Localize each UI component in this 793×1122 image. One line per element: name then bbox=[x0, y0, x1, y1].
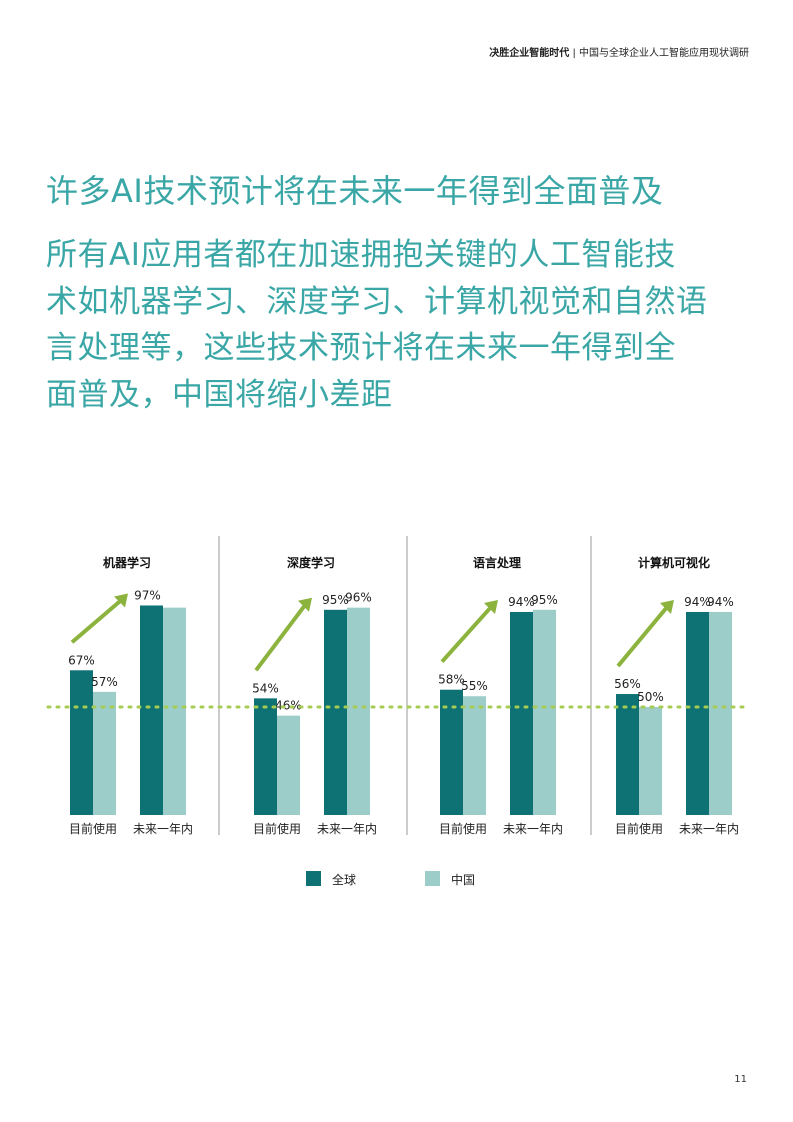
arrow-head-icon bbox=[114, 593, 128, 608]
bar-中国 bbox=[709, 611, 732, 815]
header-subtitle: 中国与全球企业人工智能应用现状调研 bbox=[579, 48, 749, 59]
category-label: 未来一年内 bbox=[133, 822, 193, 836]
bar-中国 bbox=[639, 707, 662, 815]
data-label: 54% bbox=[252, 681, 279, 695]
bar-全球 bbox=[140, 605, 163, 815]
subtitle-line: 所有AI应用者都在加速拥抱关键的人工智能技 bbox=[46, 237, 676, 273]
category-label: 目前使用 bbox=[69, 821, 117, 836]
bar-全球 bbox=[254, 698, 277, 815]
data-label: 55% bbox=[461, 679, 488, 693]
arrow-head-icon bbox=[484, 599, 498, 614]
arrow-head-icon bbox=[660, 599, 674, 614]
data-label: 56% bbox=[614, 677, 641, 691]
header-separator: | bbox=[572, 48, 576, 59]
bar-全球 bbox=[440, 689, 463, 815]
panel-title: 深度学习 bbox=[287, 555, 335, 570]
page-title: 许多AI技术预计将在未来一年得到全面普及 bbox=[46, 172, 664, 210]
data-label: 67% bbox=[68, 653, 95, 667]
bar-中国 bbox=[277, 715, 300, 815]
legend-swatch bbox=[306, 871, 321, 886]
legend-label: 中国 bbox=[451, 872, 475, 887]
data-label: 95% bbox=[531, 593, 558, 607]
bar-全球 bbox=[686, 611, 709, 815]
bar-中国 bbox=[347, 607, 370, 815]
bar-全球 bbox=[70, 670, 93, 815]
category-label: 未来一年内 bbox=[317, 822, 377, 836]
bar-中国 bbox=[463, 696, 486, 815]
data-label: 94% bbox=[684, 595, 711, 609]
data-label: 46% bbox=[275, 699, 302, 713]
page-subtitle: 所有AI应用者都在加速拥抱关键的人工智能技 术如机器学习、深度学习、计算机视觉和… bbox=[46, 232, 708, 418]
subtitle-line: 面普及，中国将缩小差距 bbox=[46, 376, 393, 413]
bar-全球 bbox=[510, 611, 533, 815]
subtitle-line: 术如机器学习、深度学习、计算机视觉和自然语 bbox=[46, 283, 708, 320]
category-label: 目前使用 bbox=[253, 821, 301, 836]
data-label: 57% bbox=[91, 675, 118, 689]
category-label: 目前使用 bbox=[615, 821, 663, 836]
category-label: 未来一年内 bbox=[503, 822, 563, 836]
data-label: 94% bbox=[707, 595, 734, 609]
growth-arrow bbox=[616, 604, 670, 668]
data-label: 96% bbox=[345, 591, 372, 605]
bar-全球 bbox=[324, 609, 347, 815]
data-label: 50% bbox=[637, 690, 664, 704]
bar-中国 bbox=[93, 691, 116, 815]
data-label: 58% bbox=[438, 673, 465, 687]
category-label: 目前使用 bbox=[439, 821, 487, 836]
header-report-title: 决胜企业智能时代 bbox=[489, 48, 570, 59]
bar-全球 bbox=[616, 694, 639, 815]
data-label: 94% bbox=[508, 595, 535, 609]
bar-中国 bbox=[163, 607, 186, 815]
arrow-head-icon bbox=[298, 597, 312, 612]
growth-arrow bbox=[70, 597, 124, 644]
category-label: 未来一年内 bbox=[679, 822, 739, 836]
legend-label: 全球 bbox=[332, 872, 356, 887]
bar-中国 bbox=[533, 609, 556, 815]
panel-title: 计算机可视化 bbox=[638, 555, 710, 570]
legend-swatch bbox=[425, 871, 440, 886]
panel-title: 语言处理 bbox=[473, 555, 521, 570]
running-header: 决胜企业智能时代 | 中国与全球企业人工智能应用现状调研 bbox=[489, 44, 749, 59]
page-number: 11 bbox=[734, 1074, 747, 1085]
data-label: 97% bbox=[134, 588, 161, 602]
growth-arrow bbox=[254, 602, 308, 672]
data-label: 95% bbox=[322, 593, 349, 607]
subtitle-line: 言处理等，这些技术预计将在未来一年得到全 bbox=[46, 330, 676, 366]
panel-title: 机器学习 bbox=[103, 555, 151, 570]
growth-arrow bbox=[440, 604, 494, 664]
